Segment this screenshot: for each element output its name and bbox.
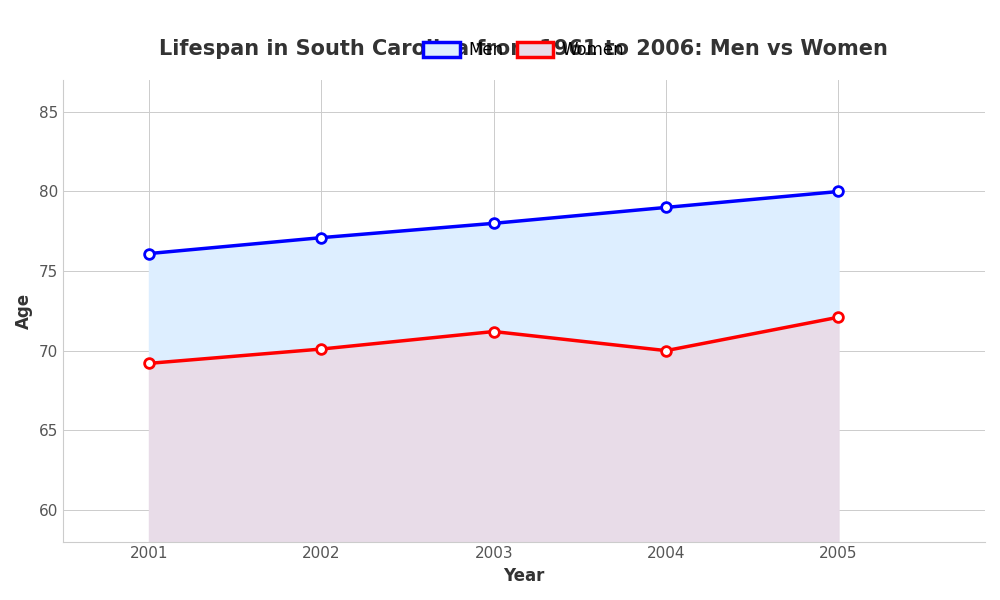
- Legend: Men, Women: Men, Women: [415, 33, 633, 68]
- Title: Lifespan in South Carolina from 1961 to 2006: Men vs Women: Lifespan in South Carolina from 1961 to …: [159, 39, 888, 59]
- X-axis label: Year: Year: [503, 567, 545, 585]
- Y-axis label: Age: Age: [15, 293, 33, 329]
